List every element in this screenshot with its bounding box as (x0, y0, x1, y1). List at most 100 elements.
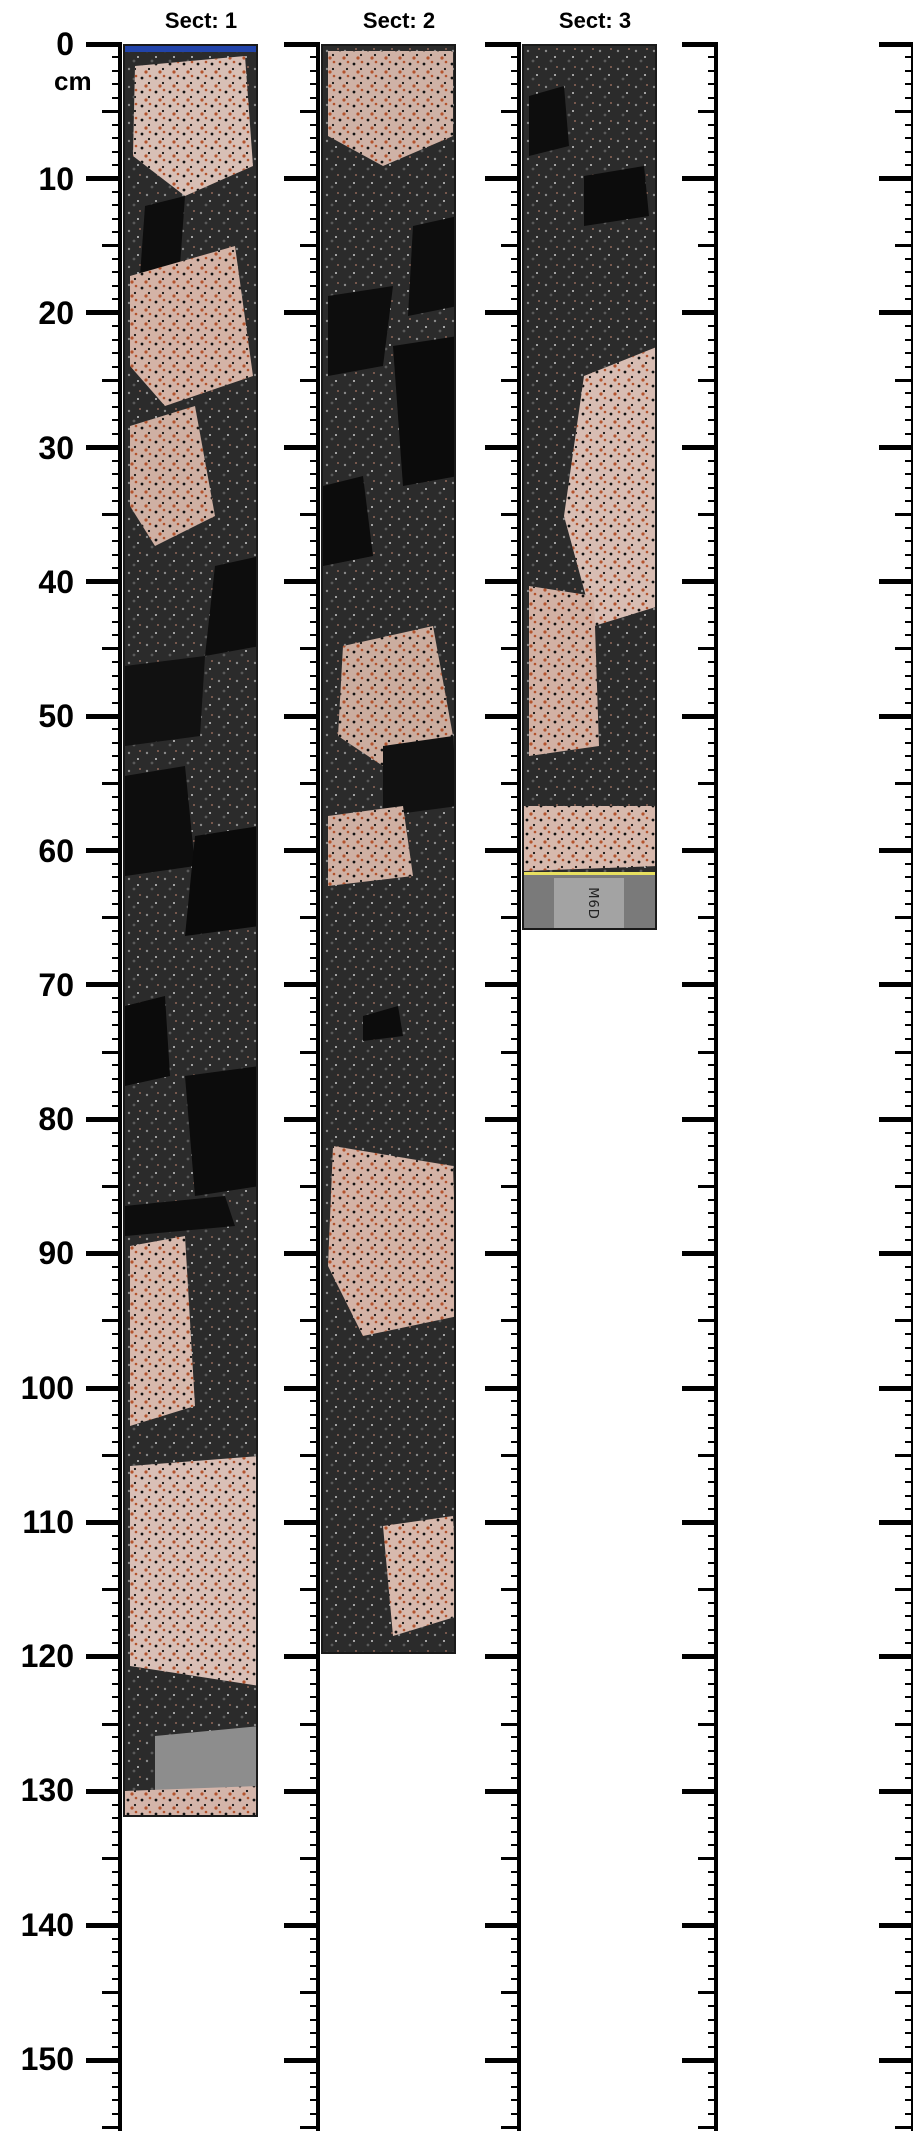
ruler-tick (905, 56, 913, 59)
ruler-tick (310, 1427, 320, 1430)
ruler-tick (511, 2112, 521, 2115)
ruler-tick (112, 83, 122, 86)
ruler-tick (112, 473, 122, 476)
ruler-tick (86, 1251, 122, 1257)
ruler-tick (511, 809, 521, 812)
ruler-tick (511, 943, 521, 946)
ruler-tick (485, 1654, 521, 1660)
ruler-tick (112, 1266, 122, 1269)
ruler-tick (511, 876, 521, 879)
ruler-tick (682, 982, 718, 988)
ruler-tick (682, 175, 718, 181)
ruler-tick (284, 175, 320, 181)
ruler-tick (905, 419, 913, 422)
ruler-tick (905, 1360, 913, 1363)
ruler-tick (310, 1951, 320, 1954)
ruler-tick (511, 1870, 521, 1873)
ruler-tick (905, 284, 913, 287)
ruler-tick (501, 244, 521, 248)
ruler-tick (112, 876, 122, 879)
ruler-tick (511, 1575, 521, 1578)
ruler-tick (511, 123, 521, 126)
ruler-tick (112, 997, 122, 1000)
ruler-tick (86, 444, 122, 450)
ruler-tick (708, 473, 718, 476)
ruler-tick (708, 325, 718, 328)
ruler-tick (310, 1198, 320, 1201)
ruler-tick (300, 647, 320, 651)
ruler-tick (310, 956, 320, 959)
ruler-tick (895, 1050, 913, 1054)
ruler-tick (112, 1534, 122, 1537)
ruler-tick (682, 579, 718, 585)
ruler-tick (905, 768, 913, 771)
ruler-tick (501, 1184, 521, 1188)
ruler-tick (905, 137, 913, 140)
ruler-tick (284, 1385, 320, 1391)
ruler-tick (511, 1911, 521, 1914)
ruler-tick (708, 1534, 718, 1537)
ruler-tick (708, 1091, 718, 1094)
ruler-tick (708, 634, 718, 637)
ruler-tick (708, 1964, 718, 1967)
ruler-tick (485, 1116, 521, 1122)
ruler-tick (905, 930, 913, 933)
ruler-tick (895, 512, 913, 516)
ruler-tick (511, 607, 521, 610)
ruler-tick (511, 1817, 521, 1820)
ruler-tick (905, 338, 913, 341)
core-section-3-image: M6D (522, 44, 657, 930)
ruler-tick (905, 69, 913, 72)
ruler-tick (284, 1788, 320, 1794)
ruler-tick (879, 1519, 913, 1525)
ruler-tick (310, 889, 320, 892)
ruler-tick (511, 1534, 521, 1537)
ruler-tick (708, 674, 718, 677)
ruler-tick (310, 1817, 320, 1820)
ruler-tick (905, 1198, 913, 1201)
ruler-tick (708, 2045, 718, 2048)
ruler-tick (905, 688, 913, 691)
ruler-tick (708, 607, 718, 610)
ruler-tick (310, 1911, 320, 1914)
ruler-tick (300, 1184, 320, 1188)
ruler-tick (511, 1091, 521, 1094)
ruler-tick (112, 459, 122, 462)
ruler-tick (501, 1991, 521, 1995)
ruler-tick (905, 594, 913, 597)
ruler-tick (112, 1064, 122, 1067)
ruler-tick (905, 1467, 913, 1470)
ruler-tick (511, 540, 521, 543)
ruler-tick (682, 1251, 718, 1257)
ruler-tick (708, 69, 718, 72)
ruler-tick (112, 1749, 122, 1752)
ruler-tick (112, 728, 122, 731)
ruler-tick (511, 728, 521, 731)
ruler-tick (698, 781, 718, 785)
ruler-tick (905, 835, 913, 838)
ruler-tick (511, 2072, 521, 2075)
ruler-tick (310, 1225, 320, 1228)
ruler-tick (905, 1776, 913, 1779)
ruler-tick (708, 1642, 718, 1645)
depth-label-60: 60 (38, 833, 74, 869)
ruler-tick (310, 2005, 320, 2008)
ruler-tick (112, 768, 122, 771)
ruler-tick (310, 930, 320, 933)
ruler-tick (310, 231, 320, 234)
ruler-tick (708, 2085, 718, 2088)
depth-label-140: 140 (20, 1907, 74, 1943)
ruler-tick (905, 634, 913, 637)
ruler-tick (905, 795, 913, 798)
ruler-tick (879, 982, 913, 988)
ruler-tick (310, 1602, 320, 1605)
ruler-tick (905, 1507, 913, 1510)
ruler-tick (708, 2032, 718, 2035)
ruler-tick (86, 982, 122, 988)
ruler-tick (905, 1669, 913, 1672)
ruler-tick (708, 688, 718, 691)
ruler-tick (905, 1951, 913, 1954)
ruler-tick (511, 473, 521, 476)
ruler-tick (112, 1212, 122, 1215)
ruler-tick (879, 444, 913, 450)
